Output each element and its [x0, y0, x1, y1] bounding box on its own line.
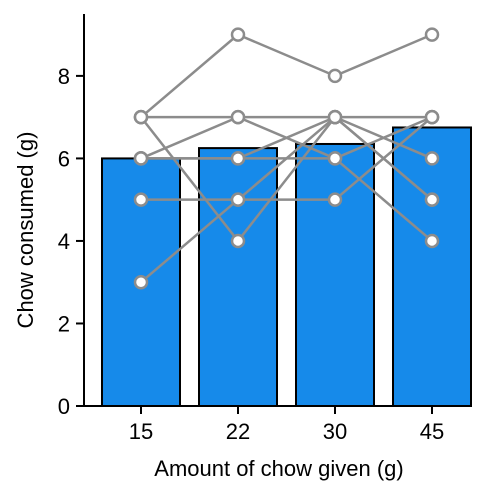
- y-tick-label-4: 4: [58, 229, 70, 254]
- x-axis-title: Amount of chow given (g): [154, 456, 403, 481]
- subject-6-point-22: [230, 192, 246, 207]
- subject-5-point-15: [133, 192, 149, 207]
- x-tick-label-15: 15: [129, 419, 153, 444]
- subject-1-point-30: [327, 68, 343, 84]
- subject-line-7: [140, 115, 433, 243]
- subject-5-point-30: [327, 192, 343, 207]
- subject-4-point-45: [424, 151, 440, 166]
- bar-45: [392, 126, 472, 407]
- subject-lines-layer: [140, 33, 433, 284]
- subject-7-point-30: [327, 109, 343, 125]
- y-tick-label-8: 8: [58, 64, 70, 89]
- subject-7-point-22: [230, 233, 246, 249]
- subject-line-4: [141, 115, 433, 160]
- subject-line-2: [140, 115, 432, 160]
- y-tick-label-0: 0: [58, 394, 70, 419]
- subject-3-point-45: [424, 233, 440, 249]
- bar-30: [295, 142, 375, 407]
- subject-1-point-22: [230, 27, 246, 42]
- subject-8-point-22: [230, 151, 246, 166]
- subject-8-point-30: [327, 151, 343, 166]
- subject-8-point-15: [133, 151, 149, 166]
- subject-6-point-15: [133, 274, 149, 290]
- y-tick-label-6: 6: [58, 146, 70, 171]
- axes-layer: 0 2 4 6 8 15 22 30 45: [58, 14, 472, 444]
- x-tick-label-30: 30: [323, 419, 347, 444]
- subject-3-point-22: [230, 109, 246, 125]
- subject-7-point-45: [424, 192, 440, 207]
- subject-8-point-45: [424, 109, 440, 125]
- bar-22: [198, 147, 278, 408]
- y-axis-title: Chow consumed (g): [13, 132, 38, 329]
- x-tick-label-45: 45: [420, 419, 444, 444]
- subject-markers-layer: [133, 27, 440, 290]
- subject-7-point-15: [133, 109, 149, 125]
- y-tick-label-2: 2: [58, 311, 70, 336]
- subject-line-8: [141, 116, 433, 160]
- subject-line-1: [140, 33, 433, 119]
- x-tick-label-22: 22: [226, 419, 250, 444]
- subject-1-point-45: [424, 27, 440, 42]
